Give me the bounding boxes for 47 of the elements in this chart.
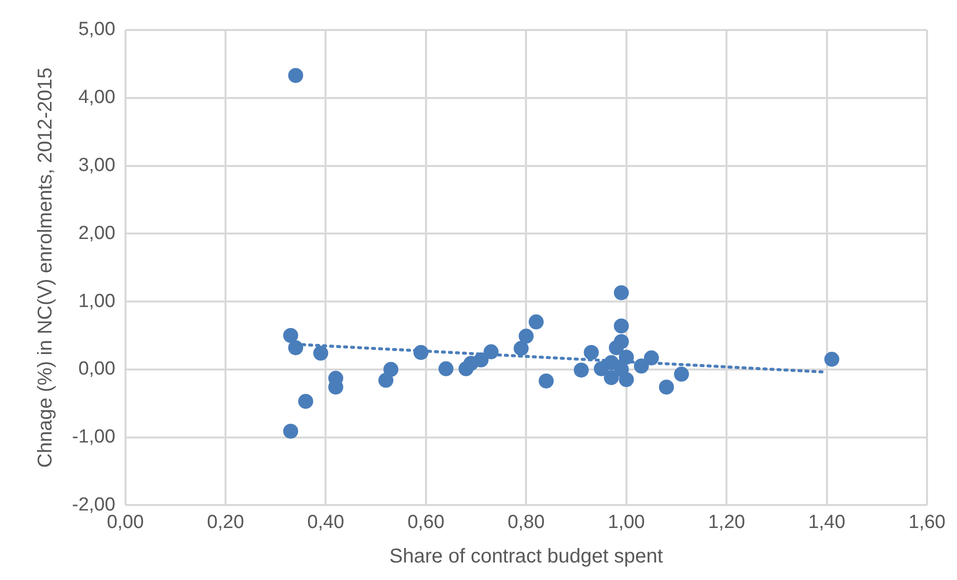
y-tick-label: -1,00	[72, 426, 116, 448]
point	[438, 361, 454, 376]
x-axis-title: Share of contract budget spent	[389, 546, 664, 568]
point	[634, 358, 649, 374]
point	[608, 340, 624, 356]
point	[658, 380, 674, 395]
point	[574, 362, 589, 378]
point	[584, 344, 599, 360]
point	[484, 344, 499, 360]
point	[674, 366, 689, 382]
x-tick-label: 0,80	[508, 512, 545, 533]
x-tick-label: 1,40	[808, 512, 846, 533]
point	[474, 352, 489, 368]
point	[283, 424, 298, 439]
point	[378, 372, 394, 388]
point	[518, 328, 534, 344]
point	[313, 346, 328, 361]
point	[288, 68, 304, 83]
x-tick-label: 1,60	[908, 512, 946, 533]
x-tick-label: 1,20	[708, 512, 746, 533]
point	[614, 285, 629, 300]
point	[604, 370, 619, 386]
x-tick-label: 0,20	[207, 512, 244, 533]
point	[528, 314, 544, 330]
y-tick-label: 1,00	[78, 290, 116, 312]
point	[413, 344, 428, 360]
point	[383, 362, 398, 377]
y-tick-label: 5,00	[78, 19, 116, 40]
point	[644, 350, 659, 366]
x-tick-label: 0,40	[307, 512, 344, 533]
point	[824, 352, 840, 367]
y-tick-label: 2,00	[78, 222, 116, 244]
point	[618, 350, 634, 365]
point	[538, 373, 554, 388]
y-tick-label: 0,00	[78, 358, 116, 380]
y-tick-label: 3,00	[78, 155, 116, 176]
point	[604, 355, 619, 370]
point	[514, 340, 529, 356]
x-tick-label: 1,00	[608, 512, 645, 533]
y-axis-title: Chnage (%) in NC(V) enrolments, 2012-2015	[34, 68, 57, 468]
point	[288, 340, 304, 356]
point	[614, 318, 629, 334]
point	[614, 362, 629, 377]
x-tick-label: 0,60	[407, 512, 444, 533]
y-tick-label: 4,00	[78, 87, 116, 108]
point	[298, 394, 314, 409]
point	[283, 328, 298, 343]
